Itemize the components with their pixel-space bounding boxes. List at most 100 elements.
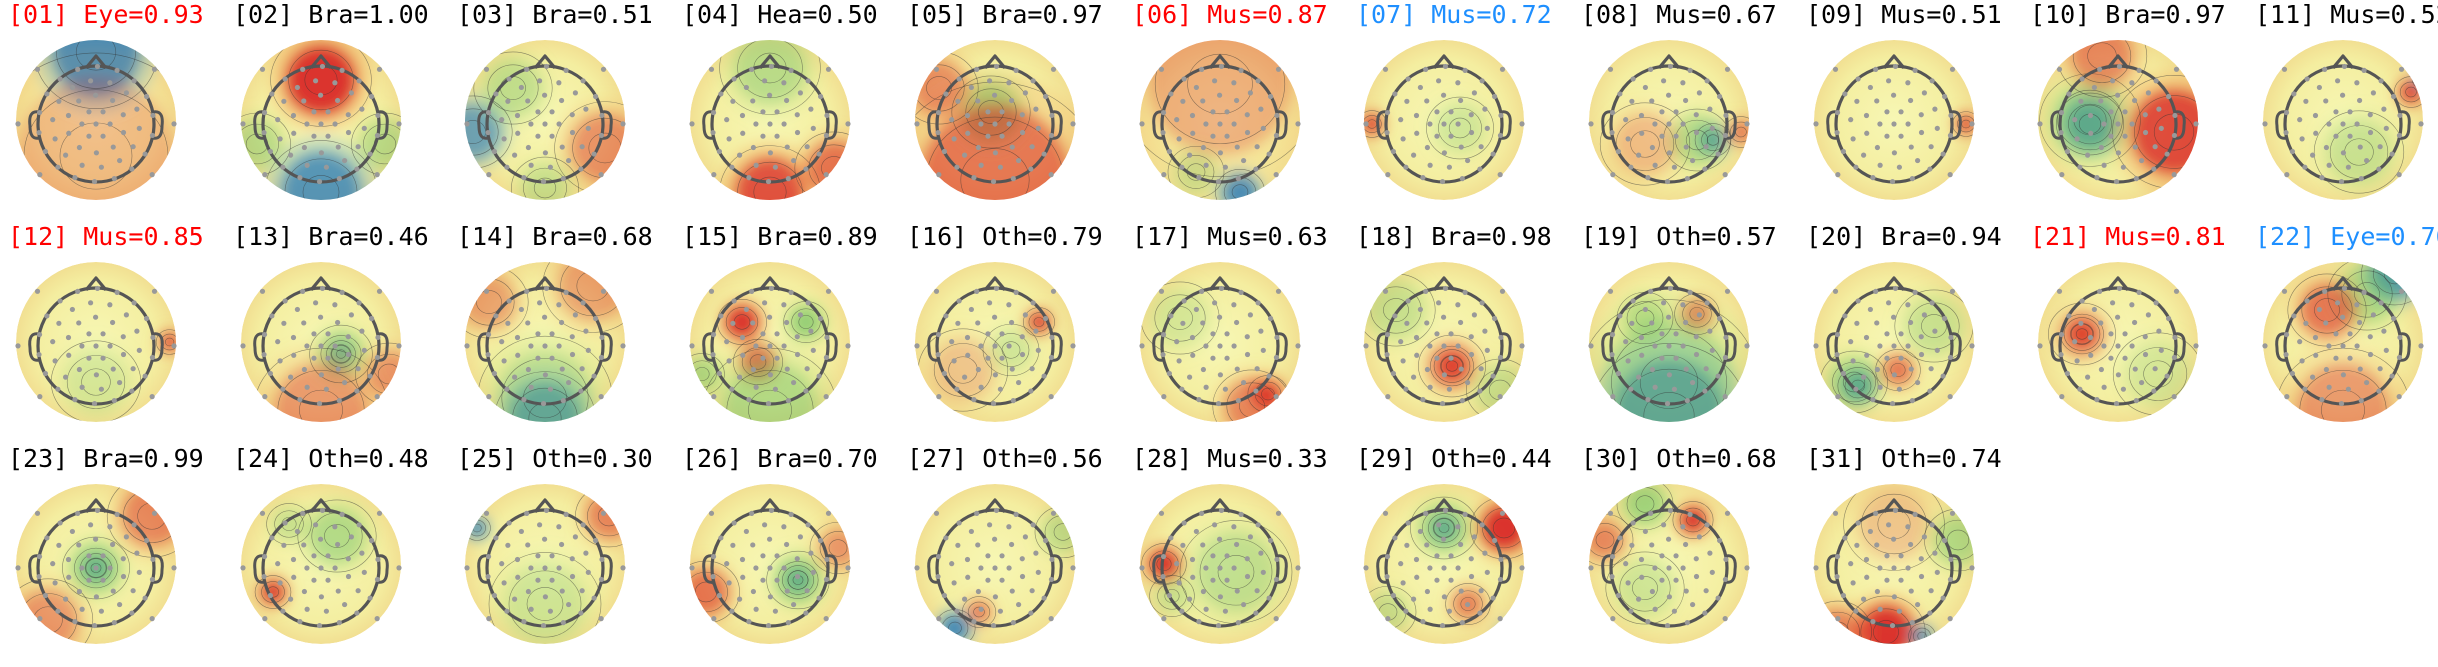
sensor-dot <box>1446 608 1452 614</box>
topomap <box>15 262 177 422</box>
topomap <box>240 484 402 644</box>
sensor-dot <box>375 556 381 563</box>
sensor-dot <box>528 121 534 127</box>
sensor-dot <box>1673 355 1679 361</box>
sensor-dot <box>76 588 83 595</box>
sensor-dot <box>359 328 365 334</box>
sensor-dot <box>301 98 307 104</box>
sensor-dot <box>767 121 773 127</box>
sensor-dot <box>2164 151 2170 157</box>
sensor-dot <box>1160 109 1167 116</box>
sensor-dot <box>1898 331 1904 337</box>
contour-line <box>1364 115 1382 133</box>
sensor-dot <box>76 144 83 151</box>
sensor-dot <box>486 172 492 178</box>
sensor-dot <box>348 312 354 318</box>
sensor-dot <box>1684 620 1690 626</box>
sensor-dot <box>1275 66 1282 72</box>
sensor-dot <box>1940 373 1946 379</box>
sensor-dot <box>521 397 527 403</box>
sensor-dot <box>599 556 605 563</box>
sensor-dot <box>794 334 800 340</box>
sensor-dot <box>129 388 135 394</box>
contour-line <box>926 76 952 100</box>
sensor-dot <box>66 352 72 358</box>
field-blob <box>2070 40 2134 88</box>
sensor-dot <box>689 565 695 571</box>
sensor-dot <box>1682 97 1689 104</box>
topomap <box>1139 262 1301 422</box>
sensor-dot <box>1212 78 1218 84</box>
sensor-dot <box>993 63 1000 70</box>
sensor-dot <box>962 596 968 602</box>
sensor-dot <box>2066 91 2072 97</box>
sensor-dot <box>1030 78 1036 84</box>
sensor-dot <box>79 384 85 390</box>
sensor-dot <box>262 172 268 178</box>
contour-line <box>1438 523 1450 533</box>
sensor-dot <box>1693 334 1699 340</box>
sensor-dot <box>943 535 949 541</box>
sensor-dot <box>774 133 780 139</box>
sensor-dot <box>1161 394 1167 400</box>
sensor-dot <box>1255 78 1261 84</box>
nose-outline <box>84 54 108 70</box>
sensor-dot <box>2358 398 2364 404</box>
sensor-dot <box>943 91 949 97</box>
sensor-dot <box>1855 298 1861 304</box>
sensor-dot <box>2367 112 2373 118</box>
sensor-dot <box>1813 343 1819 349</box>
sensor-dot <box>56 320 62 326</box>
sensor-dot <box>1929 300 1935 306</box>
sensor-dot <box>750 320 756 326</box>
sensor-dot <box>325 109 331 115</box>
sensor-dot <box>791 157 797 164</box>
sensor-dot <box>1907 541 1914 548</box>
sensor-dot <box>304 606 310 612</box>
sensor-dot <box>1918 351 1925 358</box>
nose-outline <box>533 276 557 292</box>
topomap <box>15 40 177 200</box>
sensor-dot <box>63 152 69 158</box>
sensor-dot <box>323 386 329 392</box>
sensor-dot <box>774 331 780 337</box>
right-ear-outline <box>1725 332 1737 362</box>
sensor-dot <box>1588 343 1594 349</box>
sensor-dot <box>1254 588 1260 594</box>
sensor-dot <box>1648 510 1654 516</box>
sensor-dot <box>1210 331 1216 337</box>
sensor-dot <box>120 334 126 340</box>
sensor-dot <box>313 522 319 528</box>
right-ear-outline <box>1950 554 1962 584</box>
sensor-dot <box>753 343 759 349</box>
sensor-dot <box>1160 129 1166 136</box>
contour-line <box>1383 298 1409 322</box>
sensor-dot <box>730 542 736 548</box>
sensor-dot <box>1889 178 1896 185</box>
field-blob <box>1156 580 1188 612</box>
sensor-dot <box>117 157 123 164</box>
sensor-dot <box>1423 510 1429 516</box>
sensor-dot <box>396 343 402 349</box>
sensor-dot <box>280 386 286 392</box>
sensor-dot <box>1687 67 1693 73</box>
sensor-dot <box>1457 541 1464 548</box>
sensor-dot <box>993 285 1000 292</box>
sensor-dot <box>2383 125 2389 131</box>
right-ear-outline <box>1276 332 1288 362</box>
sensor-dot <box>1874 320 1880 326</box>
sensor-dot <box>2074 136 2080 142</box>
contour-line <box>1861 493 1927 555</box>
sensor-dot <box>804 588 810 594</box>
sensor-dot <box>2291 313 2297 319</box>
sensor-dot <box>1019 573 1026 580</box>
left-ear-outline <box>927 332 939 362</box>
sensor-dot <box>791 601 797 608</box>
sensor-dot <box>1645 397 1651 403</box>
sensor-dot <box>975 144 982 151</box>
sensor-dot <box>974 288 980 294</box>
sensor-dot <box>2122 133 2128 139</box>
sensor-dot <box>261 129 267 136</box>
sensor-dot <box>2077 164 2083 170</box>
sensor-dot <box>91 400 98 407</box>
